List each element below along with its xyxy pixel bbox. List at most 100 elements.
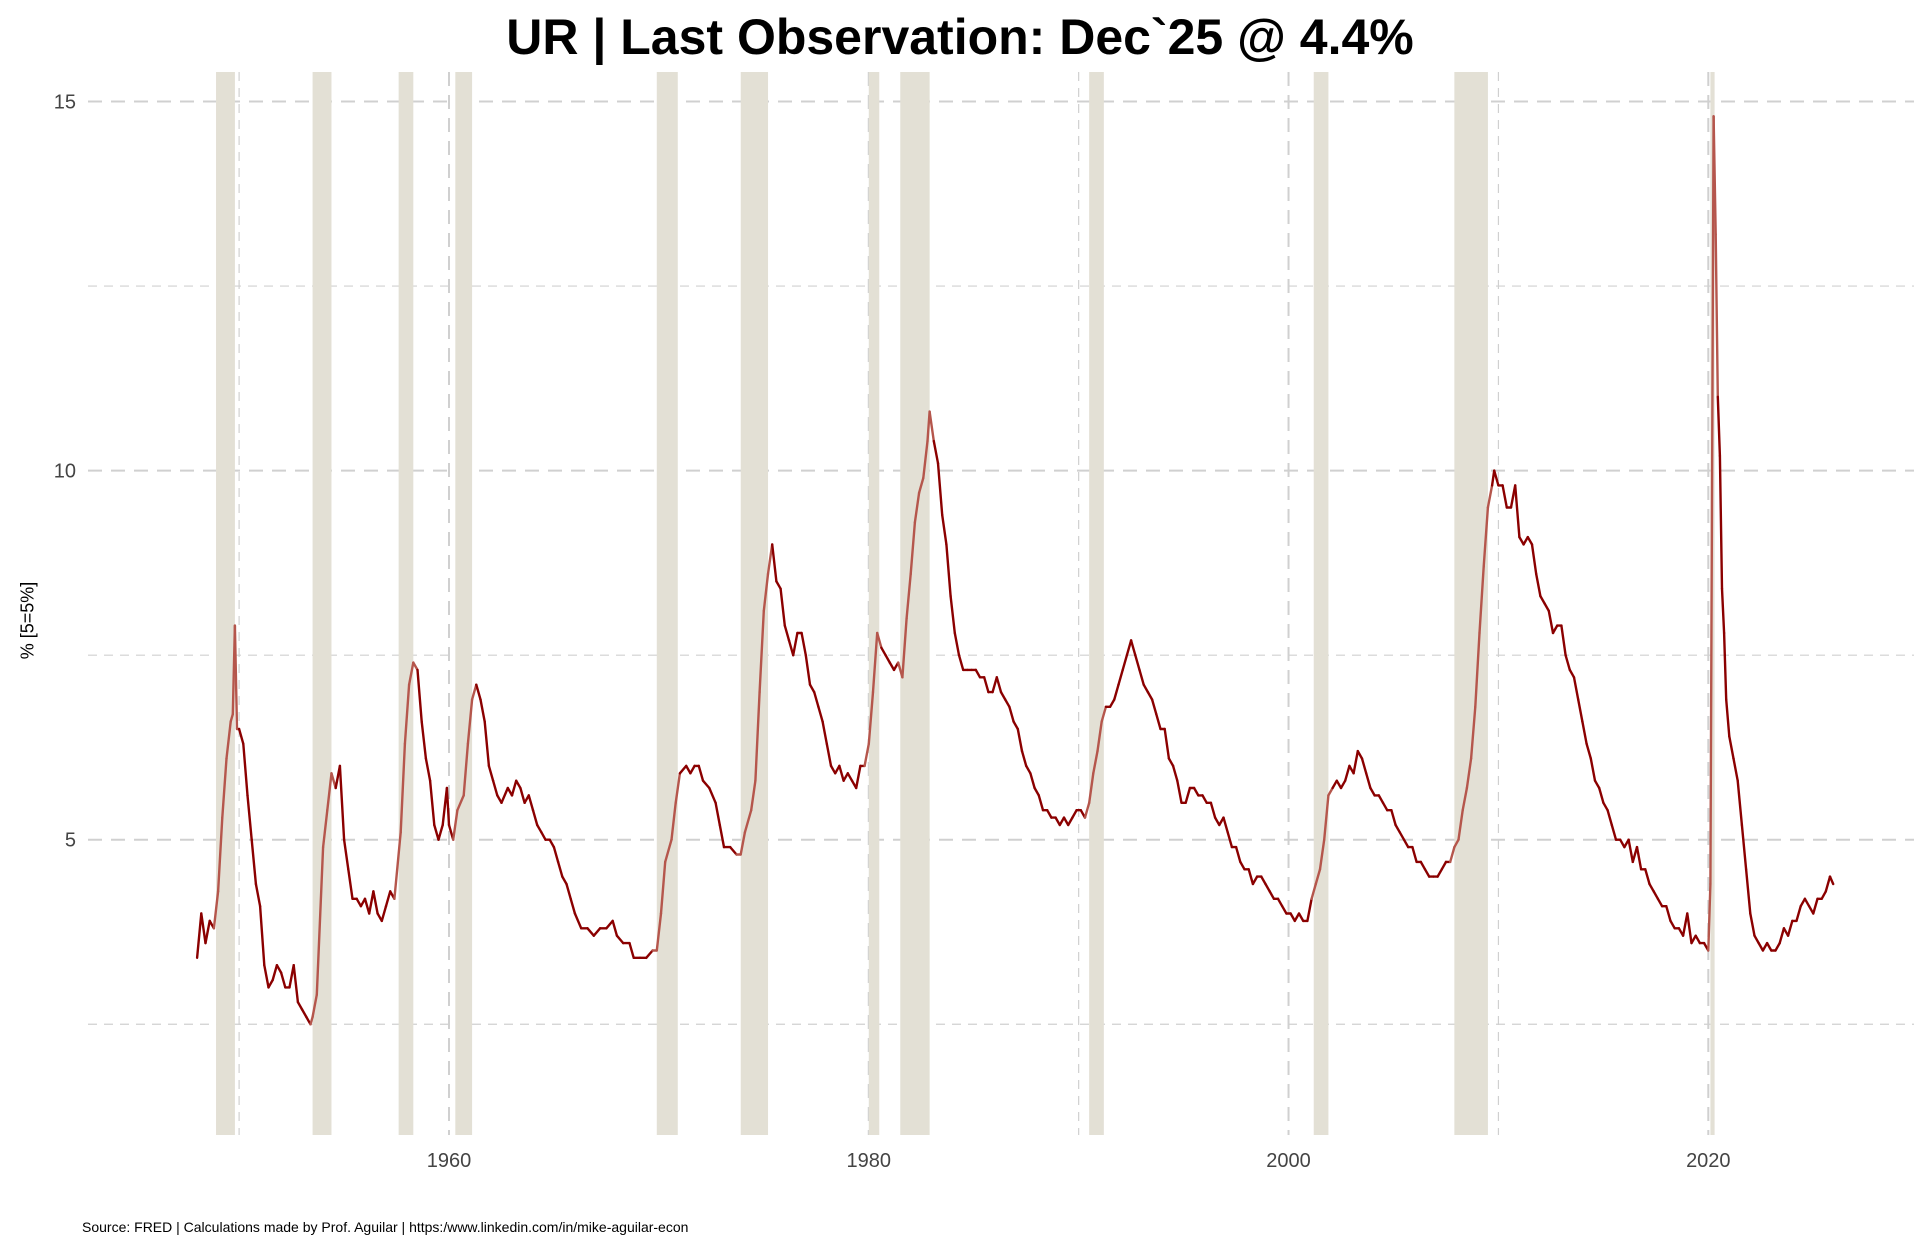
series-line-segment [1644, 868, 1651, 886]
series-line-segment [1129, 639, 1137, 657]
series-line-segment [1757, 941, 1765, 952]
series-line-segment [1381, 801, 1389, 812]
series-line-segment [838, 764, 845, 782]
series-line-segment [1306, 897, 1313, 923]
series-line-segment [701, 779, 711, 790]
series-line-segment [678, 764, 688, 775]
series-line-segment [1419, 860, 1427, 871]
series-line-segment [315, 845, 325, 996]
recession-band [1089, 72, 1104, 1135]
series-line-segment [275, 964, 283, 974]
series-line-segment [500, 786, 509, 804]
series-line-segment [1289, 912, 1297, 923]
series-line-segment [1171, 764, 1179, 782]
series-line-segment [974, 668, 982, 679]
series-line-segment [888, 661, 896, 672]
series-line-segment [1264, 882, 1271, 893]
series-line-segment [565, 882, 572, 900]
series-line-segment [928, 410, 935, 443]
series-line-segment [1016, 727, 1024, 753]
series-line-segment [416, 668, 423, 723]
series-line-segment [221, 757, 228, 819]
series-line-segment [983, 676, 990, 694]
series-line-segment [628, 941, 635, 959]
series-line-segment [932, 439, 940, 465]
series-line-segment [1440, 860, 1448, 871]
series-line-segment [1744, 868, 1752, 915]
series-line-segment [1012, 720, 1019, 731]
series-line-segment [1297, 912, 1305, 923]
series-line-segment [1071, 809, 1078, 819]
series-line-segment [279, 971, 287, 989]
series-line-segment [611, 919, 619, 937]
series-line-segment [403, 683, 411, 745]
series-line-segment [1765, 941, 1773, 952]
x-tick-label: 2000 [1266, 1150, 1311, 1172]
series-line-segment [1486, 484, 1494, 509]
series-line-segment [1125, 639, 1133, 657]
series-line-segment [233, 624, 239, 731]
series-line-segment [953, 631, 961, 657]
series-line-segment [905, 572, 912, 620]
series-line-segment [1786, 919, 1794, 937]
series-line-segment [1812, 897, 1819, 915]
series-line-segment [771, 543, 778, 583]
series-line-segment [242, 742, 249, 797]
series-line-segment [267, 978, 274, 989]
series-line-segment [1121, 654, 1129, 672]
series-line-segment [813, 690, 820, 708]
series-line-segment [1453, 838, 1460, 849]
series-line-segment [1606, 809, 1614, 827]
series-line-segment [783, 624, 791, 642]
series-line-segment [1226, 831, 1234, 849]
source-note: Source: FRED | Calculations made by Prof… [82, 1219, 689, 1235]
series-line-segment [917, 476, 925, 494]
series-line-segment [1113, 683, 1120, 701]
series-line-segment [300, 1008, 308, 1019]
series-line-segment [399, 742, 407, 834]
series-line-segment [1339, 779, 1347, 790]
series-line-segment [1033, 786, 1041, 797]
series-line-segment [941, 513, 948, 546]
series-line-segment [384, 890, 392, 908]
series-line-segment [685, 764, 692, 775]
series-line-segment [1572, 676, 1580, 701]
x-tick-label: 1960 [427, 1150, 472, 1172]
series-line-segment [1390, 809, 1397, 827]
x-tick-label: 2020 [1686, 1150, 1731, 1172]
series-line-segment [708, 786, 717, 804]
series-line-segment [1635, 845, 1643, 871]
series-line-segment [1276, 897, 1284, 908]
series-line-segment [1753, 934, 1760, 945]
series-line-segment [1066, 816, 1074, 827]
series-line-segment [1411, 845, 1418, 864]
series-line-segment [586, 927, 595, 937]
series-line-segment [437, 823, 444, 841]
series-line-segment [1335, 779, 1343, 790]
series-line-segment [1761, 941, 1769, 952]
series-line-segment [1020, 749, 1028, 768]
series-line-segment [1820, 890, 1828, 900]
series-line-segment [470, 683, 478, 701]
series-line-segment [1331, 779, 1339, 790]
series-line-segment [1656, 897, 1664, 908]
series-line-segment [743, 809, 753, 834]
recession-band [900, 72, 930, 1135]
series-line-segment [1398, 831, 1406, 841]
series-line-segment [909, 521, 917, 576]
series-line-segment [1564, 654, 1572, 672]
series-line-segment [779, 587, 786, 627]
series-line-segment [246, 794, 253, 841]
series-line-segment [1222, 816, 1229, 834]
series-line-segment [714, 801, 721, 827]
series-line-segment [1465, 757, 1473, 790]
series-line-segment [1627, 838, 1635, 864]
series-line-segment [670, 801, 677, 841]
series-line-segment [1280, 905, 1288, 915]
series-line-segment [1469, 705, 1477, 760]
series-line-segment [1602, 801, 1609, 812]
series-line-segment [1146, 690, 1154, 701]
series-line-segment [1478, 565, 1485, 635]
series-line-segment [536, 823, 543, 834]
series-line-segment [1377, 794, 1385, 804]
